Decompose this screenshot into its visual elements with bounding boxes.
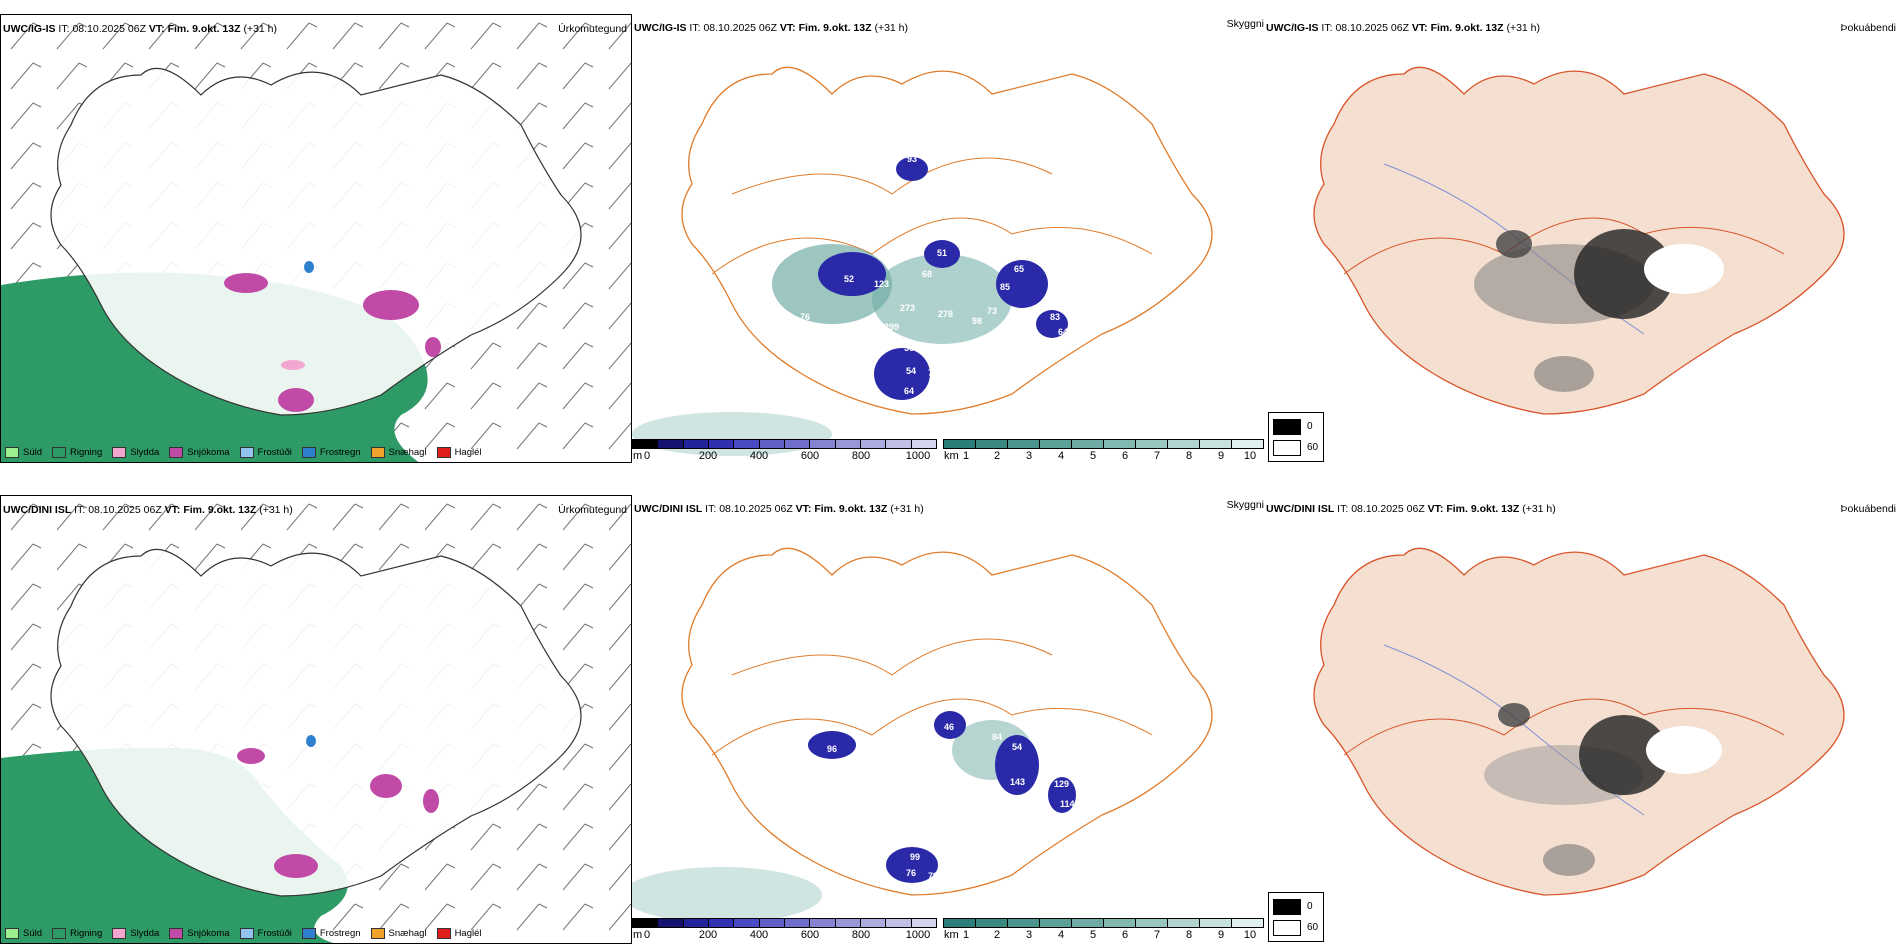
cloudbase-value: 123 <box>874 279 889 289</box>
cloudbase-value: 120 <box>1010 308 1025 318</box>
precip-type-label-top: Úrkomutegund <box>558 23 627 35</box>
cloudbase-value: 46 <box>944 722 954 732</box>
cloudbase-value: 84 <box>992 256 1002 266</box>
fog-index-map-top <box>1313 66 1845 415</box>
cloudbase-value: 129 <box>1054 779 1069 789</box>
precip-type-panel-top: UWC/IG-IS IT: 08.10.2025 06Z VT: Fim. 9.… <box>0 14 632 463</box>
cloudbase-labels-bottom: 46 84 54 96 143 129 114 99 79 76 33 <box>802 722 1075 881</box>
cloudbase-value: 114 <box>1060 799 1075 809</box>
cloudbase-value: 84 <box>992 732 1002 742</box>
fog-index-label-top: Þokuábendi <box>1840 22 1896 34</box>
cloudbase-value: 73 <box>987 306 997 316</box>
cloudbase-value: 64 <box>1058 327 1068 337</box>
cloudbase-value: 96 <box>827 744 837 754</box>
cloudbase-value: 54 <box>906 366 916 376</box>
legend-item-frostregn: Frostregn <box>301 447 361 458</box>
cloudbase-visibility-panel-bottom: 46 84 54 96 143 129 114 99 79 76 33 UWC/… <box>632 495 1264 944</box>
cloudbase-value: 143 <box>1010 777 1025 787</box>
fog-legend-label: 60 <box>1307 922 1319 933</box>
legend-item-frostudi: Frostúði <box>239 447 292 458</box>
legend-item-snaehagl: Snæhagl <box>370 928 427 939</box>
precip-title-top: UWC/IG-IS IT: 08.10.2025 06Z VT: Fim. 9.… <box>3 23 278 35</box>
precip-type-panel-bottom: UWC/DINI ISL IT: 08.10.2025 06Z VT: Fim.… <box>0 495 632 944</box>
cloudbase-title-top: UWC/IG-IS IT: 08.10.2025 06Z VT: Fim. 9.… <box>634 22 909 34</box>
cloudbase-value: 56 <box>904 343 914 353</box>
precip-title-bottom: UWC/DINI ISL IT: 08.10.2025 06Z VT: Fim.… <box>3 504 293 516</box>
cloudbase-value: 91 <box>892 249 902 259</box>
cloudbase-value: 99 <box>910 852 920 862</box>
fog-legend-label: 0 <box>1307 901 1313 912</box>
cloudbase-value: 76 <box>906 868 916 878</box>
legend-item-sudd: Súld <box>5 928 42 939</box>
fog-swatch-black <box>1273 419 1301 435</box>
cloudbase-value: 51 <box>937 248 947 258</box>
visibility-unit-top: km <box>944 450 959 462</box>
cloudbase-value: 64 <box>904 386 914 396</box>
cloudbase-visibility-panel-top: 93 99 51 91 12 52 123 68 65 84 85 73 120… <box>632 14 1264 463</box>
visibility-unit-bottom: km <box>944 929 959 941</box>
cloudbase-value: 98 <box>972 316 982 326</box>
fog-title-top: UWC/IG-IS IT: 08.10.2025 06Z VT: Fim. 9.… <box>1266 22 1541 34</box>
fog-index-panel-bottom: UWC/DINI ISL IT: 08.10.2025 06Z VT: Fim.… <box>1264 495 1900 944</box>
legend-item-snjokoma: Snjókoma <box>169 447 230 458</box>
fog-swatch-white <box>1273 440 1301 456</box>
cloudbase-labels-top: 93 99 51 91 12 52 123 68 65 84 85 73 120… <box>800 154 1068 401</box>
cloudbase-map-top: 93 99 51 91 12 52 123 68 65 84 85 73 120… <box>632 66 1213 456</box>
cloudbase-map-bottom: 46 84 54 96 143 129 114 99 79 76 33 <box>632 547 1213 923</box>
cloudbase-value: 52 <box>844 274 854 284</box>
fog-index-panel-top: UWC/IG-IS IT: 08.10.2025 06Z VT: Fim. 9.… <box>1264 14 1900 463</box>
fog-legend-bottom: 0 60 <box>1268 892 1324 942</box>
legend-item-hagel: Haglél <box>436 447 482 458</box>
cloudbase-value: 12 <box>912 246 922 256</box>
legend-item-slydda: Slydda <box>112 447 159 458</box>
cloudbase-value: 93 <box>907 154 917 164</box>
cloudbase-value: 54 <box>1012 742 1022 752</box>
cloudbase-colorbar-top <box>632 439 937 449</box>
cloudbase-value: 278 <box>938 309 953 319</box>
cloudbase-value: 75 <box>926 391 936 401</box>
visibility-colorbar-bottom <box>943 918 1264 928</box>
fog-legend-label: 0 <box>1307 421 1313 432</box>
cloudbase-colorbar-bottom <box>632 918 937 928</box>
precip-legend-top: Súld Rigning Slydda Snjókoma Frostúði Fr… <box>5 447 482 458</box>
fog-swatch-white <box>1273 920 1301 936</box>
visibility-colorbar-top <box>943 439 1264 449</box>
visibility-label-bottom: Skyggni <box>1226 499 1264 511</box>
fog-legend-label: 60 <box>1307 442 1319 453</box>
cloudbase-value: 85 <box>1000 282 1010 292</box>
cloudbase-value: 83 <box>1050 312 1060 322</box>
cloudbase-value: 76 <box>800 312 810 322</box>
fog-title-bottom: UWC/DINI ISL IT: 08.10.2025 06Z VT: Fim.… <box>1266 503 1556 515</box>
cloudbase-value: 299 <box>884 322 899 332</box>
fog-index-label-bottom: Þokuábendi <box>1840 503 1896 515</box>
legend-item-snaehagl: Snæhagl <box>370 447 427 458</box>
legend-item-frostregn: Frostregn <box>301 928 361 939</box>
legend-item-rigning: Rigning <box>52 928 102 939</box>
precip-legend-bottom: Súld Rigning Slydda Snjókoma Frostúði Fr… <box>5 928 482 939</box>
precip-type-label-bottom: Úrkomutegund <box>558 504 627 516</box>
legend-item-sudd: Súld <box>5 447 42 458</box>
cloudbase-value: 33 <box>802 824 812 834</box>
cloudbase-value: 79 <box>928 871 938 881</box>
cloudbase-value: 273 <box>900 303 915 313</box>
fog-index-map-bottom <box>1313 547 1845 896</box>
legend-item-snjokoma: Snjókoma <box>169 928 230 939</box>
legend-item-rigning: Rigning <box>52 447 102 458</box>
cloudbase-unit-bottom: m <box>633 929 643 941</box>
precip-type-map-bottom <box>1 496 631 943</box>
legend-item-slydda: Slydda <box>112 928 159 939</box>
cloudbase-value: 65 <box>1014 264 1024 274</box>
cloudbase-value: 75 <box>928 368 938 378</box>
legend-item-frostudi: Frostúði <box>239 928 292 939</box>
legend-item-hagel: Haglél <box>436 928 482 939</box>
fog-swatch-black <box>1273 899 1301 915</box>
cloudbase-title-bottom: UWC/DINI ISL IT: 08.10.2025 06Z VT: Fim.… <box>634 503 924 515</box>
cloudbase-value: 68 <box>922 269 932 279</box>
cloudbase-unit-top: m <box>633 450 643 462</box>
visibility-label-top: Skyggni <box>1226 18 1264 30</box>
precip-type-map-top <box>1 15 631 462</box>
cloudbase-value: 99 <box>920 184 930 194</box>
fog-legend-top: 0 60 <box>1268 412 1324 462</box>
